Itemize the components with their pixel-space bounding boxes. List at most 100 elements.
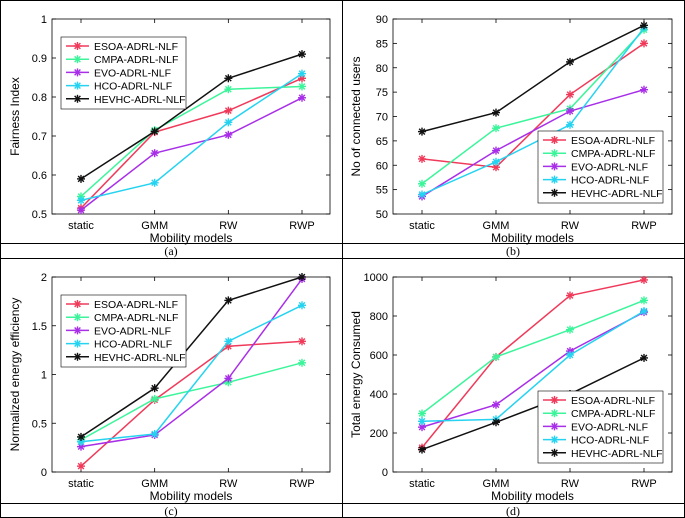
y-tick-label: 1000	[364, 272, 388, 284]
data-point	[224, 106, 233, 115]
x-tick-label: GMM	[483, 478, 510, 490]
data-point	[492, 352, 500, 361]
series-line	[421, 24, 645, 133]
data-point	[566, 107, 574, 116]
y-tick-label: 75	[376, 87, 388, 99]
data-point	[150, 127, 159, 136]
data-point	[566, 120, 574, 129]
legend-marker	[550, 136, 559, 144]
y-tick-label: 600	[370, 350, 388, 362]
legend-marker	[73, 352, 82, 361]
data-point	[224, 118, 233, 127]
data-point	[418, 127, 426, 136]
data-point	[224, 85, 233, 94]
data-point	[298, 273, 306, 281]
series-line	[421, 299, 645, 415]
chart-panel-2: 50 55 60 65 70 75 80 85 90 static GMM RW RWP Mobility…	[349, 14, 673, 245]
data-point	[298, 337, 306, 346]
series-line	[421, 27, 645, 196]
data-point	[224, 130, 233, 139]
x-axis-label: Mobility models	[150, 231, 233, 245]
chart-panel-3: 0 0.5 1 1.5 2 static GMM RW RWP Mobility models No…	[8, 272, 331, 503]
data-point	[492, 146, 500, 155]
y-tick-label: 0.9	[32, 53, 47, 65]
legend-label: CMPA-ADRL-NLF	[571, 148, 655, 160]
y-tick-label: 800	[370, 311, 388, 323]
legend-marker	[550, 409, 559, 418]
data-point	[566, 351, 574, 359]
data-point	[566, 57, 574, 66]
data-point	[150, 384, 159, 393]
data-point	[77, 432, 85, 441]
x-tick-label: RW	[561, 478, 580, 490]
y-tick-label: 0.7	[32, 131, 47, 143]
x-tick-label: static	[409, 220, 435, 232]
y-tick-label: 85	[376, 38, 388, 50]
chart-panel-1: 0.5 0.6 0.7 0.8 0.9 1 static GMM RW RWP Mobility m…	[8, 14, 331, 245]
data-point	[492, 400, 500, 409]
y-axis-label: Fairness Index	[8, 77, 22, 156]
series-line	[421, 357, 645, 451]
legend-label: HEVHC-ADRL-NLF	[94, 94, 186, 106]
x-tick-label: GMM	[141, 220, 168, 232]
y-tick-label: 1	[41, 14, 47, 26]
data-point	[418, 190, 426, 199]
y-tick-label: 90	[376, 14, 388, 26]
data-point	[298, 50, 306, 59]
legend-label: EVO-ADRL-NLF	[94, 67, 171, 79]
series-line	[80, 53, 303, 180]
data-point	[150, 178, 159, 187]
data-point	[77, 437, 85, 446]
series-evo-adrl-nlf	[77, 93, 306, 215]
x-axis-label: Mobility models	[150, 489, 233, 503]
x-tick-label: GMM	[483, 220, 510, 232]
y-axis-label: Total energy Consumed	[349, 311, 363, 438]
data-point	[224, 296, 233, 305]
x-tick-label: static	[68, 220, 94, 232]
data-point	[298, 301, 306, 310]
y-tick-label: 1	[41, 370, 47, 382]
data-point	[298, 69, 306, 78]
x-tick-label: RW	[219, 478, 238, 490]
y-tick-label: 0	[41, 467, 47, 479]
legend-marker	[550, 448, 559, 457]
legend-marker	[550, 435, 559, 444]
legend-label: HCO-ADRL-NLF	[571, 435, 649, 447]
y-tick-label: 0.6	[32, 170, 47, 182]
data-point	[640, 275, 648, 284]
y-tick-label: 0.5	[32, 209, 47, 221]
data-point	[298, 358, 306, 367]
legend-label: EVO-ADRL-NLF	[94, 325, 171, 337]
y-tick-label: 2	[41, 272, 47, 284]
series-line	[421, 88, 645, 198]
data-point	[77, 174, 85, 183]
x-tick-label: RWP	[631, 220, 656, 232]
data-point	[224, 74, 233, 83]
legend-marker	[73, 68, 82, 77]
legend-marker	[73, 300, 82, 308]
series-line	[80, 97, 303, 211]
series-hevhc-adrl-nlf	[418, 21, 648, 136]
data-point	[566, 90, 574, 99]
x-tick-label: GMM	[141, 478, 168, 490]
data-point	[566, 325, 574, 334]
series-line	[80, 72, 303, 202]
data-point	[640, 296, 648, 305]
legend-label: HCO-ADRL-NLF	[94, 81, 172, 93]
y-tick-label: 1.5	[32, 321, 47, 333]
legend-marker	[73, 94, 82, 103]
y-tick-label: 80	[376, 63, 388, 75]
data-point	[640, 307, 648, 316]
series-line	[80, 77, 303, 209]
x-tick-label: RW	[219, 220, 238, 232]
y-tick-label: 70	[376, 112, 388, 124]
legend-marker	[550, 175, 559, 184]
legend-label: HEVHC-ADRL-NLF	[571, 188, 663, 200]
data-point	[298, 93, 306, 102]
legend-marker	[73, 55, 82, 64]
y-tick-label: 0.5	[32, 418, 47, 430]
data-point	[492, 157, 500, 166]
series-line	[421, 310, 645, 423]
